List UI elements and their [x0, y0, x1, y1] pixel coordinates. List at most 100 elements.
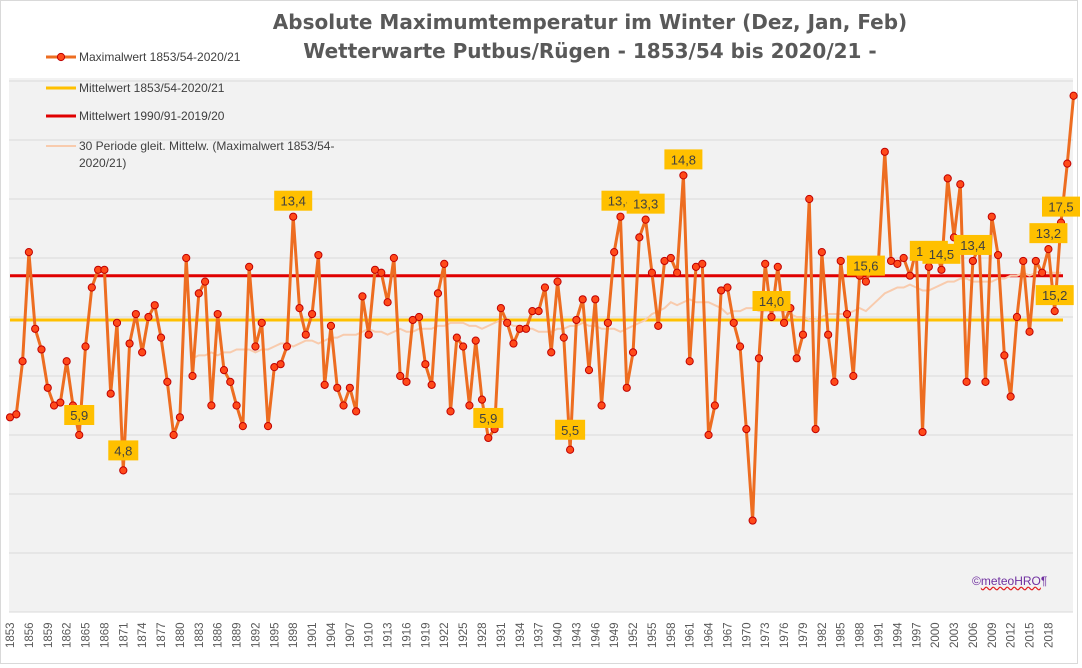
data-point — [459, 342, 468, 351]
data-point — [301, 330, 310, 339]
data-point — [1006, 392, 1015, 401]
data-point — [56, 398, 65, 407]
data-point — [232, 401, 241, 410]
data-point — [289, 212, 298, 221]
data-point — [993, 250, 1003, 260]
x-tick-label: 1934 — [515, 622, 527, 648]
plot-area — [9, 78, 1073, 612]
x-tick-label: 1925 — [458, 622, 470, 648]
data-label: 14,5 — [929, 247, 954, 262]
data-point — [572, 315, 581, 325]
x-tick-label: 1910 — [364, 622, 376, 648]
data-point — [24, 248, 33, 257]
x-tick-label: 1988 — [855, 622, 867, 648]
x-tick-label: 1916 — [401, 622, 413, 648]
x-tick-label: 1862 — [62, 622, 74, 648]
x-tick-label: 1928 — [477, 622, 489, 648]
data-point — [345, 383, 354, 392]
data-point — [584, 366, 594, 375]
data-point — [628, 348, 638, 357]
data-label-bg — [626, 193, 665, 214]
data-point — [257, 318, 266, 327]
data-point — [956, 180, 965, 189]
data-point — [1038, 268, 1047, 277]
legend: Maximalwert 1853/54-2020/21 Mittelwert 18… — [46, 50, 334, 170]
data-point — [779, 318, 789, 327]
data-point — [314, 250, 323, 260]
data-label: 17,5 — [1048, 200, 1073, 215]
data-point — [647, 268, 657, 277]
data-point — [761, 259, 770, 268]
data-point — [207, 401, 216, 410]
x-tick-label: 1877 — [156, 622, 168, 648]
data-point — [610, 248, 619, 257]
legend-label: Mittelwert 1853/54-2020/21 — [79, 81, 225, 95]
x-tick-label: 1883 — [194, 622, 206, 648]
data-point — [521, 324, 531, 333]
data-point — [729, 318, 738, 327]
x-tick-label: 1979 — [798, 622, 810, 648]
data-point — [773, 262, 782, 271]
data-label-bg — [922, 243, 961, 264]
data-point — [402, 377, 411, 386]
data-point — [987, 212, 996, 221]
data-label-bg — [953, 234, 992, 255]
data-point — [578, 295, 587, 304]
x-tick-label: 1904 — [326, 622, 338, 648]
x-tick-label: 2000 — [930, 622, 942, 648]
data-point — [251, 342, 260, 351]
data-point — [635, 233, 644, 242]
legend-label-cont: 2020/21) — [79, 156, 126, 170]
data-label-bg — [752, 291, 791, 311]
data-point — [553, 277, 562, 286]
x-tick-label: 1919 — [420, 622, 432, 648]
x-tick-label: 1958 — [666, 622, 678, 648]
data-point — [1025, 327, 1034, 336]
data-point — [150, 301, 159, 310]
x-tick-label: 1973 — [760, 622, 772, 648]
data-point — [446, 407, 455, 416]
data-point — [188, 371, 197, 381]
data-point — [383, 298, 392, 307]
data-point — [842, 309, 852, 319]
data-point — [427, 380, 436, 389]
data-point — [75, 430, 84, 440]
data-point — [213, 309, 222, 319]
data-label: 5,9 — [479, 411, 497, 426]
x-tick-label: 1895 — [269, 622, 281, 648]
data-point — [679, 171, 688, 180]
data-point — [849, 371, 858, 381]
data-point — [811, 425, 820, 434]
x-tick-label: 1964 — [704, 622, 716, 648]
data-point — [138, 348, 147, 357]
data-point — [496, 304, 505, 313]
data-point — [433, 289, 443, 298]
data-point — [276, 360, 285, 369]
data-point — [465, 401, 474, 410]
data-point — [12, 410, 21, 419]
data-point — [484, 433, 493, 443]
data-label-bg — [108, 440, 139, 461]
data-point — [421, 360, 430, 369]
data-point — [540, 283, 550, 292]
data-point — [175, 413, 185, 422]
data-point — [534, 307, 543, 316]
data-point — [1069, 91, 1078, 100]
x-tick-label: 1994 — [892, 622, 904, 648]
x-tick-label: 1940 — [553, 622, 565, 648]
legend-label: 30 Periode gleit. Mittelw. (Maximalwert … — [79, 139, 334, 153]
x-tick-label: 1907 — [345, 622, 357, 648]
data-point — [981, 377, 990, 386]
data-point — [440, 259, 449, 268]
data-point — [503, 318, 512, 327]
data-point — [943, 174, 952, 183]
data-point — [1063, 159, 1072, 168]
data-point — [477, 395, 487, 404]
data-label-bg — [1035, 285, 1074, 306]
data-label: 13,4 — [281, 194, 306, 209]
data-point — [333, 383, 342, 392]
data-point — [282, 342, 292, 351]
x-tick-label: 1859 — [43, 622, 55, 648]
data-point — [200, 277, 210, 286]
data-point — [817, 248, 826, 257]
